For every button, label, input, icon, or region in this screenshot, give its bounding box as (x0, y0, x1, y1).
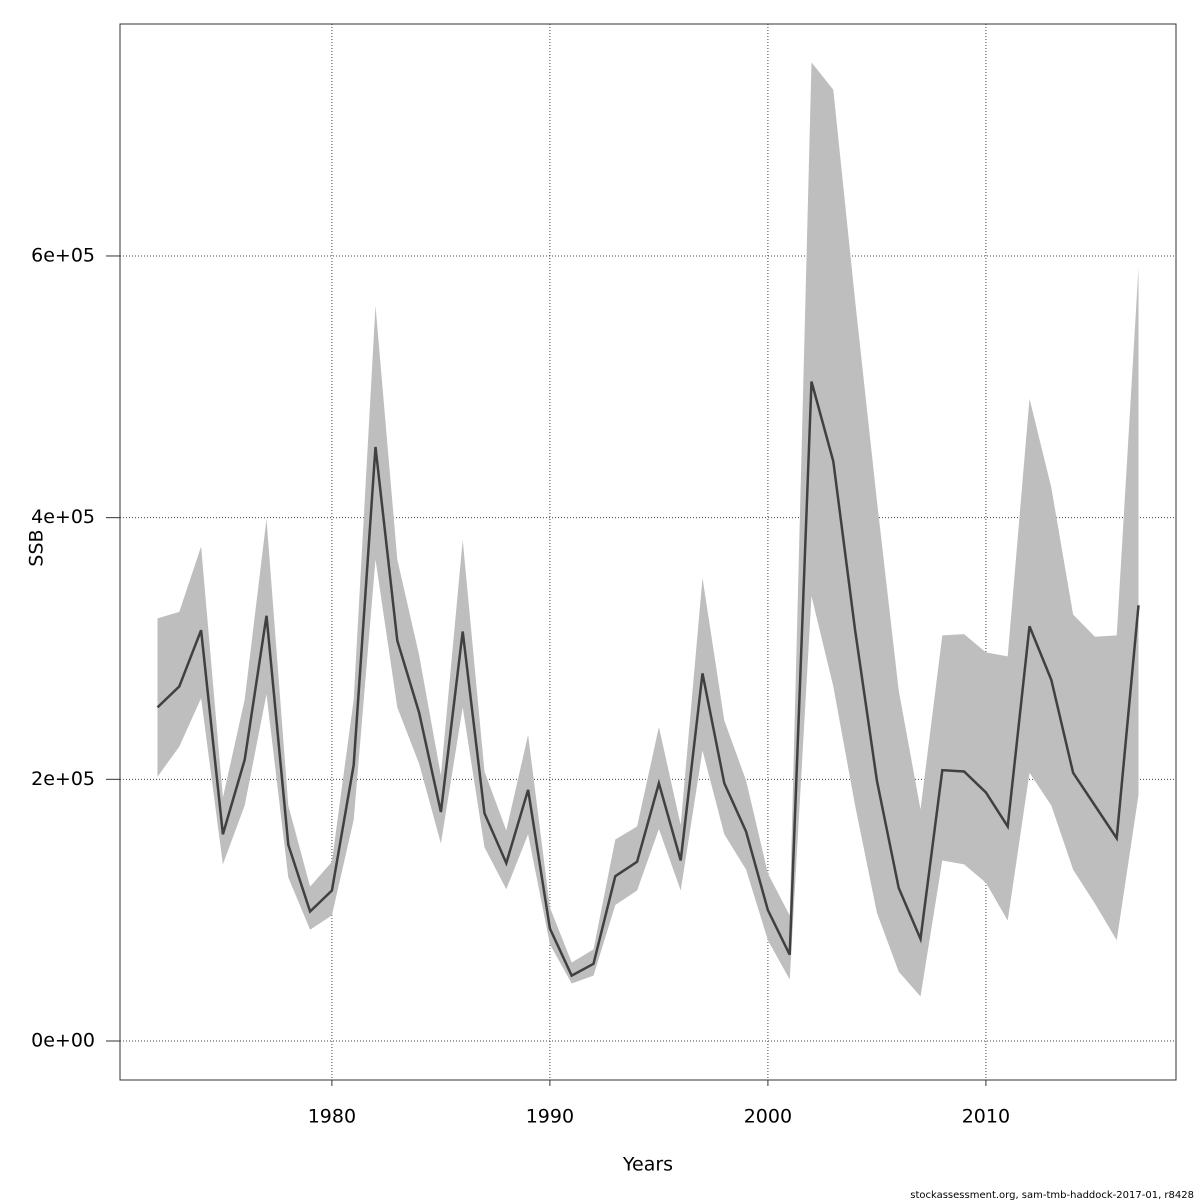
footnote: stockassessment.org, sam-tmb-haddock-201… (910, 1190, 1194, 1200)
x-tick-label: 1990 (526, 1106, 574, 1128)
plot-area (120, 24, 1176, 1080)
x-axis-title: Years (622, 1154, 673, 1176)
y-tick-label: 2e+05 (31, 768, 95, 790)
y-tick-label: 0e+00 (31, 1030, 95, 1052)
y-axis-title: SSB (26, 529, 48, 566)
confidence-band (157, 62, 1139, 997)
x-tick-label: 2010 (962, 1106, 1010, 1128)
ssb-line (156, 381, 1140, 978)
plot-frame (119, 23, 1177, 1081)
x-tick-label: 1980 (308, 1106, 356, 1128)
y-tick-label: 4e+05 (31, 506, 95, 528)
x-tick-label: 2000 (744, 1106, 792, 1128)
y-tick-label: 6e+05 (31, 244, 95, 266)
